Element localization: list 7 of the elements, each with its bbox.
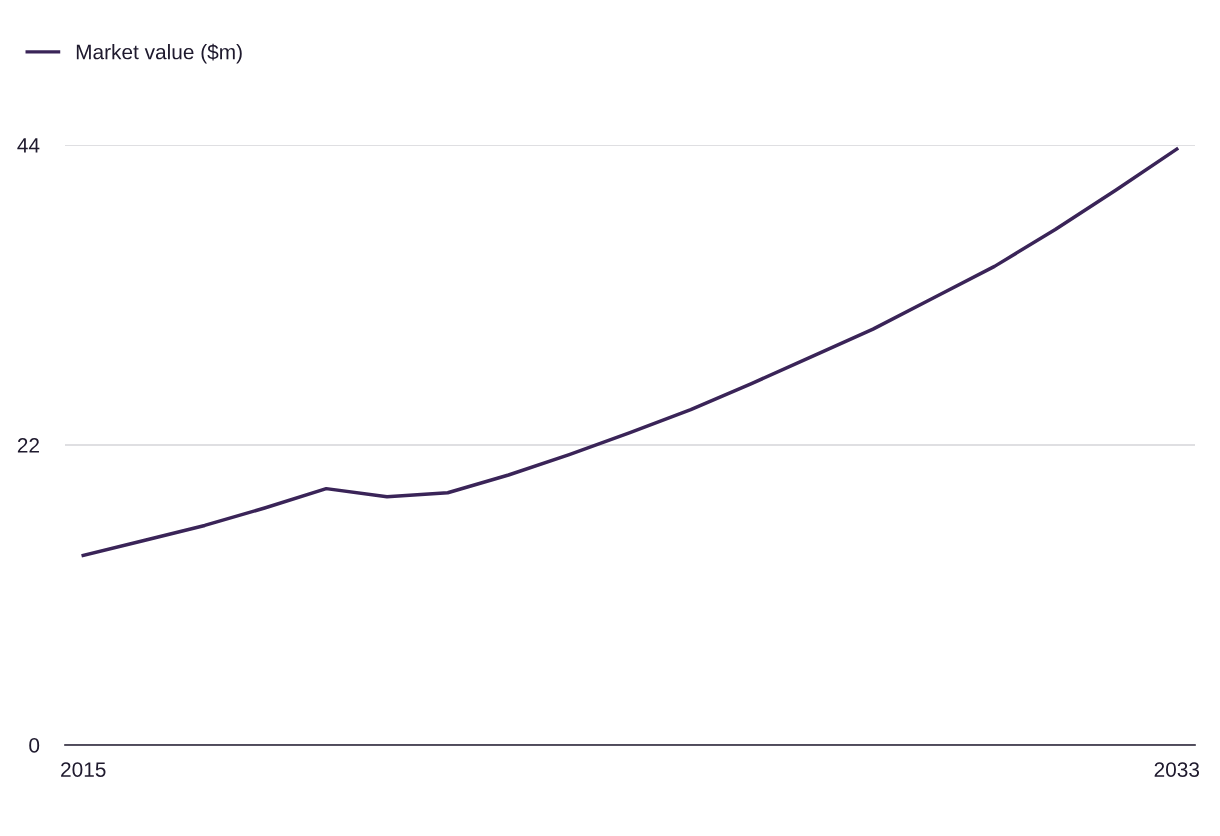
x-tick-label: 2033 [1154, 762, 1200, 777]
y-tick-label: 0 [29, 738, 40, 753]
legend-label: Market value ($m) [76, 43, 242, 64]
line-series [81, 147, 1179, 558]
x-tick-label: 2015 [61, 762, 106, 777]
y-tick-label: 44 [17, 138, 40, 153]
y-tick-label: 22 [17, 438, 39, 453]
